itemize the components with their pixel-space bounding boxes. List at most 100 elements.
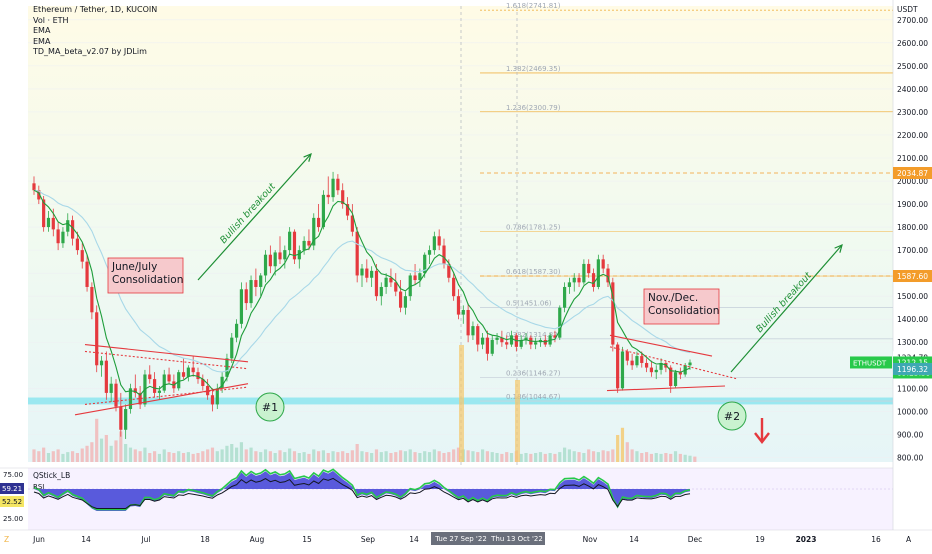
- candle: [630, 353, 634, 370]
- volume-bar: [297, 453, 301, 462]
- volume-bar: [42, 447, 46, 462]
- bullish-arrow-1[interactable]: [197, 153, 312, 281]
- volume-bar: [379, 452, 383, 462]
- symbol-badge-text: ETHUSDT: [853, 359, 887, 367]
- auto-scale-icon[interactable]: A: [906, 535, 912, 544]
- note-june-july-consolidation-text: Consolidation: [112, 274, 183, 286]
- zoom-icon[interactable]: Z: [4, 535, 9, 544]
- candle: [394, 273, 398, 297]
- indicator-ema-1[interactable]: EMA: [33, 26, 51, 35]
- volume-bar: [143, 447, 147, 462]
- candle: [268, 245, 272, 274]
- note-nov-dec-consolidation-text: Nov./Dec.: [648, 292, 698, 304]
- candle: [186, 365, 190, 382]
- candle: [331, 171, 335, 202]
- triangle-2-lower-trendline[interactable]: [606, 385, 726, 392]
- candle: [201, 374, 205, 391]
- candle: [56, 222, 60, 251]
- candle: [480, 333, 485, 350]
- volume-bar: [95, 418, 99, 462]
- fib-level-label: 0.618(1587.30): [506, 268, 561, 276]
- volume-bar: [312, 449, 316, 462]
- svg-text:#1: #1: [262, 401, 278, 414]
- triangle-upper-trendline[interactable]: [84, 343, 249, 363]
- volume-bar: [606, 451, 610, 462]
- time-tick-label: Aug: [250, 535, 265, 544]
- candle: [167, 367, 171, 384]
- indicator-volume[interactable]: Vol · ETH: [33, 15, 69, 25]
- candle: [181, 358, 186, 380]
- volume-bar: [596, 452, 600, 462]
- volume-bar: [85, 445, 89, 462]
- triangle-2-upper-trendline[interactable]: [609, 334, 713, 357]
- candle: [128, 383, 133, 414]
- volume-bar: [273, 453, 277, 462]
- volume-bar: [288, 448, 292, 462]
- candle: [620, 346, 625, 391]
- volume-bar: [466, 450, 470, 462]
- candle: [659, 358, 663, 375]
- triangle-upper-dotted[interactable]: [84, 350, 249, 370]
- oscillator-title[interactable]: QStick_LB: [33, 471, 70, 480]
- price-badge-1196-text: 1196.32: [897, 365, 928, 374]
- time-tick-label: Jun: [32, 535, 45, 544]
- indicator-td-ma[interactable]: TD_MA_beta_v2.07 by JDLim: [33, 47, 147, 56]
- volume-bar: [644, 452, 649, 462]
- triangle-2-upper-dotted[interactable]: [609, 346, 739, 380]
- volume-bar: [562, 447, 567, 462]
- candle: [133, 374, 137, 398]
- candle: [644, 358, 649, 373]
- candle: [534, 337, 538, 350]
- candle: [90, 282, 94, 320]
- candle: [374, 263, 379, 301]
- candle: [678, 367, 682, 380]
- indicator-ema-2[interactable]: EMA: [33, 36, 51, 46]
- volume-bar: [80, 448, 84, 462]
- volume-bar: [548, 453, 552, 462]
- volume-bar: [230, 444, 234, 462]
- note-nov-dec-consolidation[interactable]: Nov./Dec.Consolidation: [643, 288, 720, 325]
- volume-bar: [620, 427, 625, 462]
- bearish-arrow-head: [754, 432, 770, 444]
- price-tick-label: 2000.00: [897, 177, 928, 186]
- candle: [341, 183, 345, 209]
- time-tick-label: 18: [200, 535, 210, 544]
- candle: [75, 231, 80, 255]
- triangle-lower-trendline[interactable]: [74, 383, 249, 416]
- crosshair-date-label: Tue 27 Sep '22: [434, 535, 487, 543]
- osc-left-badge-2: [0, 496, 24, 507]
- candle: [215, 383, 219, 410]
- volume-bar: [442, 453, 446, 462]
- volume-bar: [215, 451, 219, 462]
- volume-bar: [490, 452, 494, 462]
- candle: [288, 227, 292, 255]
- candle: [196, 367, 200, 384]
- bullish-arrow-2-head: [834, 243, 843, 253]
- candle: [456, 289, 461, 320]
- time-tick-label: Nov: [583, 535, 598, 544]
- volume-bar: [452, 449, 456, 462]
- time-tick-label: 14: [81, 535, 91, 544]
- volume-bar: [341, 451, 345, 462]
- marker-1[interactable]: #1: [255, 392, 285, 422]
- volume-bar: [345, 453, 350, 462]
- candle: [495, 333, 499, 345]
- candle: [606, 263, 610, 287]
- volume-bar: [206, 449, 210, 462]
- marker-2[interactable]: #2: [717, 401, 747, 431]
- candle: [104, 351, 108, 400]
- candle: [316, 204, 321, 232]
- volume-bar: [133, 449, 137, 462]
- volume-bar: [370, 453, 374, 462]
- triangle-lower-dotted[interactable]: [84, 386, 249, 405]
- candle: [398, 280, 403, 313]
- candle: [673, 369, 678, 389]
- chart-title[interactable]: Ethereum / Tether, 1D, KUCOIN: [33, 5, 158, 14]
- bullish-arrow-2[interactable]: [730, 244, 843, 373]
- volume-spike: [515, 380, 520, 462]
- svg-text:#2: #2: [724, 410, 740, 423]
- time-tick-label: Sep: [361, 535, 375, 544]
